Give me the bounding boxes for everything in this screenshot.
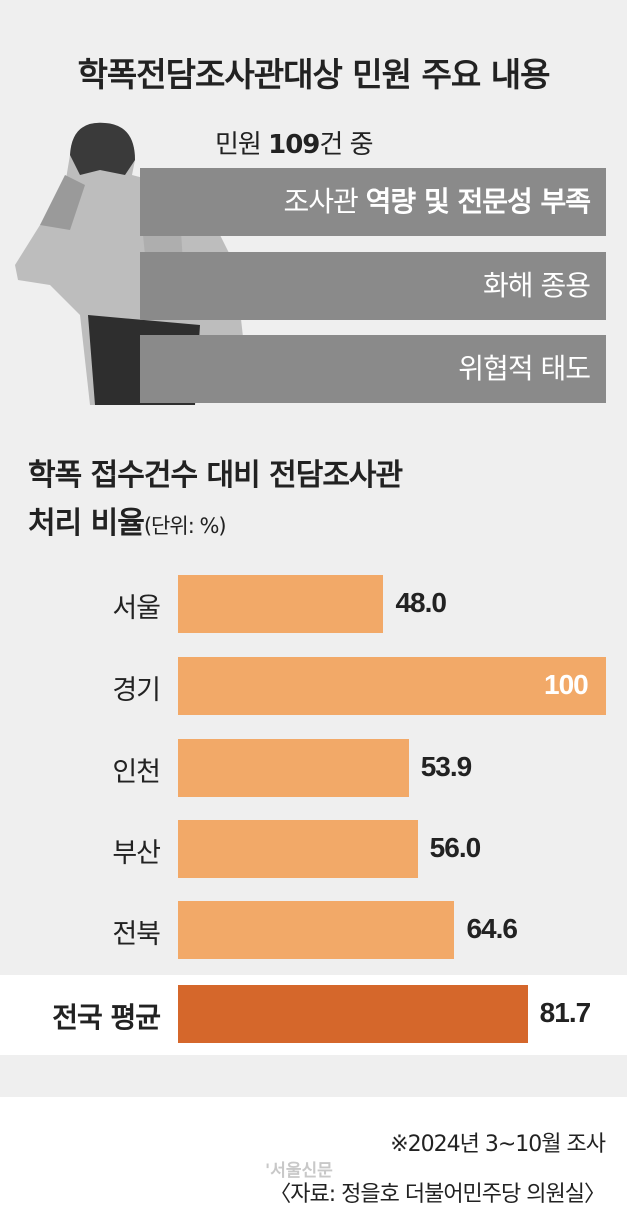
- item-text: 위협적 태도: [458, 352, 591, 385]
- value-label: 81.7: [539, 997, 591, 1028]
- watermark-logo: '서울신문: [265, 1161, 333, 1181]
- bar: [178, 575, 384, 633]
- complaint-item: 조사관 역량 및 전문성 부족: [140, 168, 606, 236]
- value-label: 48.0: [395, 587, 446, 618]
- source-note: 〈자료: 정을호 더불어민주당 의원실〉: [269, 1182, 606, 1207]
- category-label: 인천: [112, 757, 161, 788]
- value-label: 56.0: [429, 832, 481, 863]
- count-suffix: 건 중: [319, 130, 373, 160]
- survey-note: ※2024년 3~10월 조사: [390, 1132, 606, 1157]
- item-text-bold: 역량 및 전문성 부족: [365, 185, 591, 218]
- item-text: 조사관: [283, 185, 366, 218]
- bar: [178, 739, 409, 797]
- complaint-item: 위협적 태도: [140, 335, 606, 403]
- page-title: 학폭전담조사관대상 민원 주요 내용: [77, 55, 551, 94]
- value-label: 53.9: [420, 751, 472, 782]
- chart-title-text: 처리 비율: [28, 506, 145, 541]
- item-text: 화해 종용: [483, 269, 591, 302]
- category-label: 경기: [112, 675, 161, 706]
- category-label: 부산: [112, 838, 161, 869]
- bar: [178, 820, 418, 878]
- bar: [178, 985, 528, 1043]
- complaint-item: 화해 종용: [140, 252, 606, 320]
- chart-unit: (단위: %): [143, 514, 227, 538]
- chart-title-line1: 학폭 접수건수 대비 전담조사관: [28, 458, 403, 493]
- category-label: 서울: [112, 593, 161, 624]
- value-label: 64.6: [466, 913, 517, 944]
- category-label: 전북: [112, 919, 161, 950]
- category-label: 전국 평균: [52, 1001, 161, 1034]
- bar: [178, 657, 606, 715]
- chart-title-line2: 처리 비율(단위: %): [28, 498, 227, 542]
- value-label: 100: [544, 669, 589, 700]
- count-number: 109: [268, 130, 320, 160]
- count-prefix: 민원: [215, 130, 269, 160]
- bar: [178, 901, 455, 959]
- complaint-count: 민원 109건 중: [215, 124, 374, 161]
